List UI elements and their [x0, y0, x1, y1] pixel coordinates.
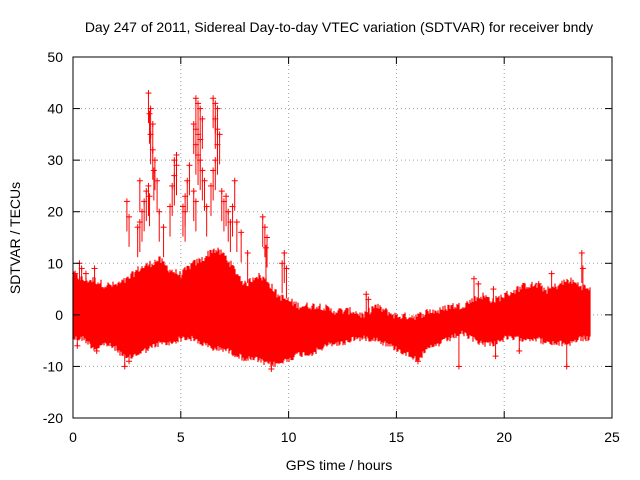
data-point [121, 284, 128, 370]
data-point [259, 213, 266, 247]
data-points [72, 90, 591, 373]
data-point [136, 177, 143, 211]
data-point [199, 167, 206, 201]
y-tick-label: 40 [47, 101, 63, 117]
data-point [492, 303, 499, 360]
data-point [192, 141, 199, 175]
data-point [93, 284, 100, 354]
data-point [150, 167, 157, 201]
data-point [471, 275, 478, 304]
x-tick-label: 10 [281, 429, 297, 445]
y-tick-label: -20 [43, 410, 63, 426]
data-point [74, 280, 81, 349]
x-tick-label: 25 [604, 429, 620, 445]
data-point [126, 281, 133, 365]
data-point [579, 265, 586, 291]
data-point [197, 157, 204, 191]
data-point [212, 157, 219, 191]
data-point [563, 284, 570, 370]
data-point [475, 280, 482, 302]
data-point [225, 208, 232, 242]
data-point [82, 270, 89, 284]
data-point [212, 115, 219, 149]
data-point [244, 249, 251, 283]
data-point [126, 213, 133, 247]
x-axis-label: GPS time / hours [286, 457, 393, 473]
data-point [78, 265, 85, 283]
data-point [535, 280, 542, 291]
y-tick-label: 30 [47, 152, 63, 168]
data-point [548, 270, 555, 293]
y-tick-label: 10 [47, 255, 63, 271]
data-point [160, 224, 167, 258]
y-axis-label: SDTVAR / TECUs [7, 182, 23, 294]
data-point [201, 177, 208, 211]
data-point [145, 182, 152, 216]
data-point [231, 177, 238, 211]
x-tick-label: 0 [69, 429, 77, 445]
y-tick-label: 20 [47, 204, 63, 220]
data-point [261, 224, 268, 258]
chart-title: Day 247 of 2011, Sidereal Day-to-day VTE… [85, 19, 593, 35]
data-point [279, 260, 286, 294]
data-point [203, 203, 210, 237]
data-point [154, 177, 161, 211]
y-tick-label: 50 [47, 49, 63, 65]
data-point [218, 188, 225, 222]
data-point [264, 234, 271, 268]
data-point [197, 105, 204, 139]
data-point [173, 151, 180, 185]
x-tick-label: 20 [496, 429, 512, 445]
data-point [455, 309, 462, 370]
data-point [490, 286, 497, 305]
data-point [363, 291, 370, 318]
x-tick-label: 5 [177, 429, 185, 445]
plot-frame [72, 56, 613, 419]
data-point [229, 203, 236, 237]
data-point [151, 157, 158, 191]
data-point [414, 320, 421, 365]
data-point [192, 198, 199, 232]
axis-ticks: 0 5 10 15 20 25 -20 -10 0 10 20 30 40 50 [43, 49, 620, 445]
data-point [146, 110, 153, 144]
data-point [516, 292, 523, 354]
data-point [262, 244, 269, 278]
data-point [156, 208, 163, 242]
data-point [283, 265, 290, 299]
data-point [182, 208, 189, 242]
data-point [268, 290, 275, 373]
data-point [216, 131, 223, 165]
data-point [190, 188, 197, 222]
data-point [233, 219, 240, 253]
data-point [238, 229, 245, 263]
data-point [146, 193, 153, 227]
data-point [199, 115, 206, 149]
data-point [365, 296, 372, 316]
data-point [149, 146, 156, 180]
data-point [186, 162, 193, 196]
x-tick-label: 15 [389, 429, 405, 445]
y-tick-label: -10 [43, 358, 63, 374]
y-tick-label: 0 [55, 307, 63, 323]
data-point [91, 265, 98, 284]
